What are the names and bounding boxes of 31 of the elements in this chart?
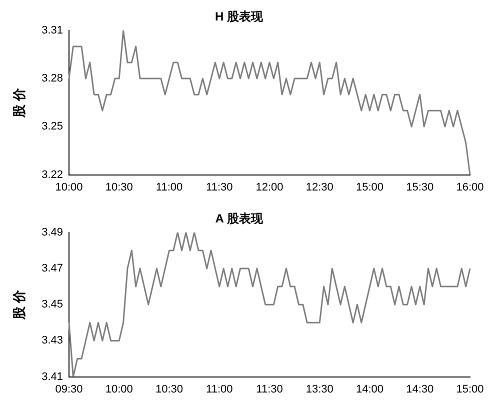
x-tick-label: 14:00 bbox=[356, 383, 384, 396]
x-tick-label: 12:30 bbox=[306, 181, 334, 194]
y-axis-title: 股 价 bbox=[11, 86, 26, 118]
y-tick-label: 3.22 bbox=[42, 168, 64, 181]
x-tick-label: 15:30 bbox=[406, 181, 434, 194]
x-tick-label: 11:00 bbox=[156, 181, 183, 194]
x-tick-label: 12:00 bbox=[256, 181, 284, 194]
y-tick-label: 3.49 bbox=[42, 226, 64, 238]
y-tick-label: 3.45 bbox=[42, 298, 64, 311]
y-tick-label: 3.47 bbox=[42, 262, 64, 275]
x-tick-label: 11:00 bbox=[206, 383, 233, 396]
x-tick-label: 13:30 bbox=[306, 383, 334, 396]
x-tick-label: 16:00 bbox=[456, 181, 484, 194]
x-tick-label: 10:00 bbox=[105, 383, 133, 396]
x-tick-label: 10:00 bbox=[55, 181, 83, 194]
y-tick-label: 3.25 bbox=[42, 120, 64, 133]
chart-title: H 股表现 bbox=[215, 10, 264, 24]
y-tick-label: 3.31 bbox=[42, 24, 64, 36]
x-tick-label: 09:30 bbox=[55, 383, 83, 396]
x-tick-label: 11:30 bbox=[256, 383, 283, 396]
x-tick-label: 10:30 bbox=[155, 383, 184, 396]
chart-title: A 股表现 bbox=[215, 212, 264, 226]
x-tick-label: 10:30 bbox=[105, 181, 133, 194]
x-tick-label: 15:00 bbox=[356, 181, 384, 194]
y-axis-title: 股 价 bbox=[11, 288, 26, 320]
y-tick-label: 3.41 bbox=[42, 370, 64, 383]
x-tick-label: 11:30 bbox=[206, 181, 233, 194]
y-tick-label: 3.43 bbox=[42, 334, 64, 347]
y-tick-label: 3.28 bbox=[42, 72, 64, 85]
x-tick-label: 14:30 bbox=[406, 383, 434, 396]
x-tick-label: 15:00 bbox=[456, 383, 484, 396]
